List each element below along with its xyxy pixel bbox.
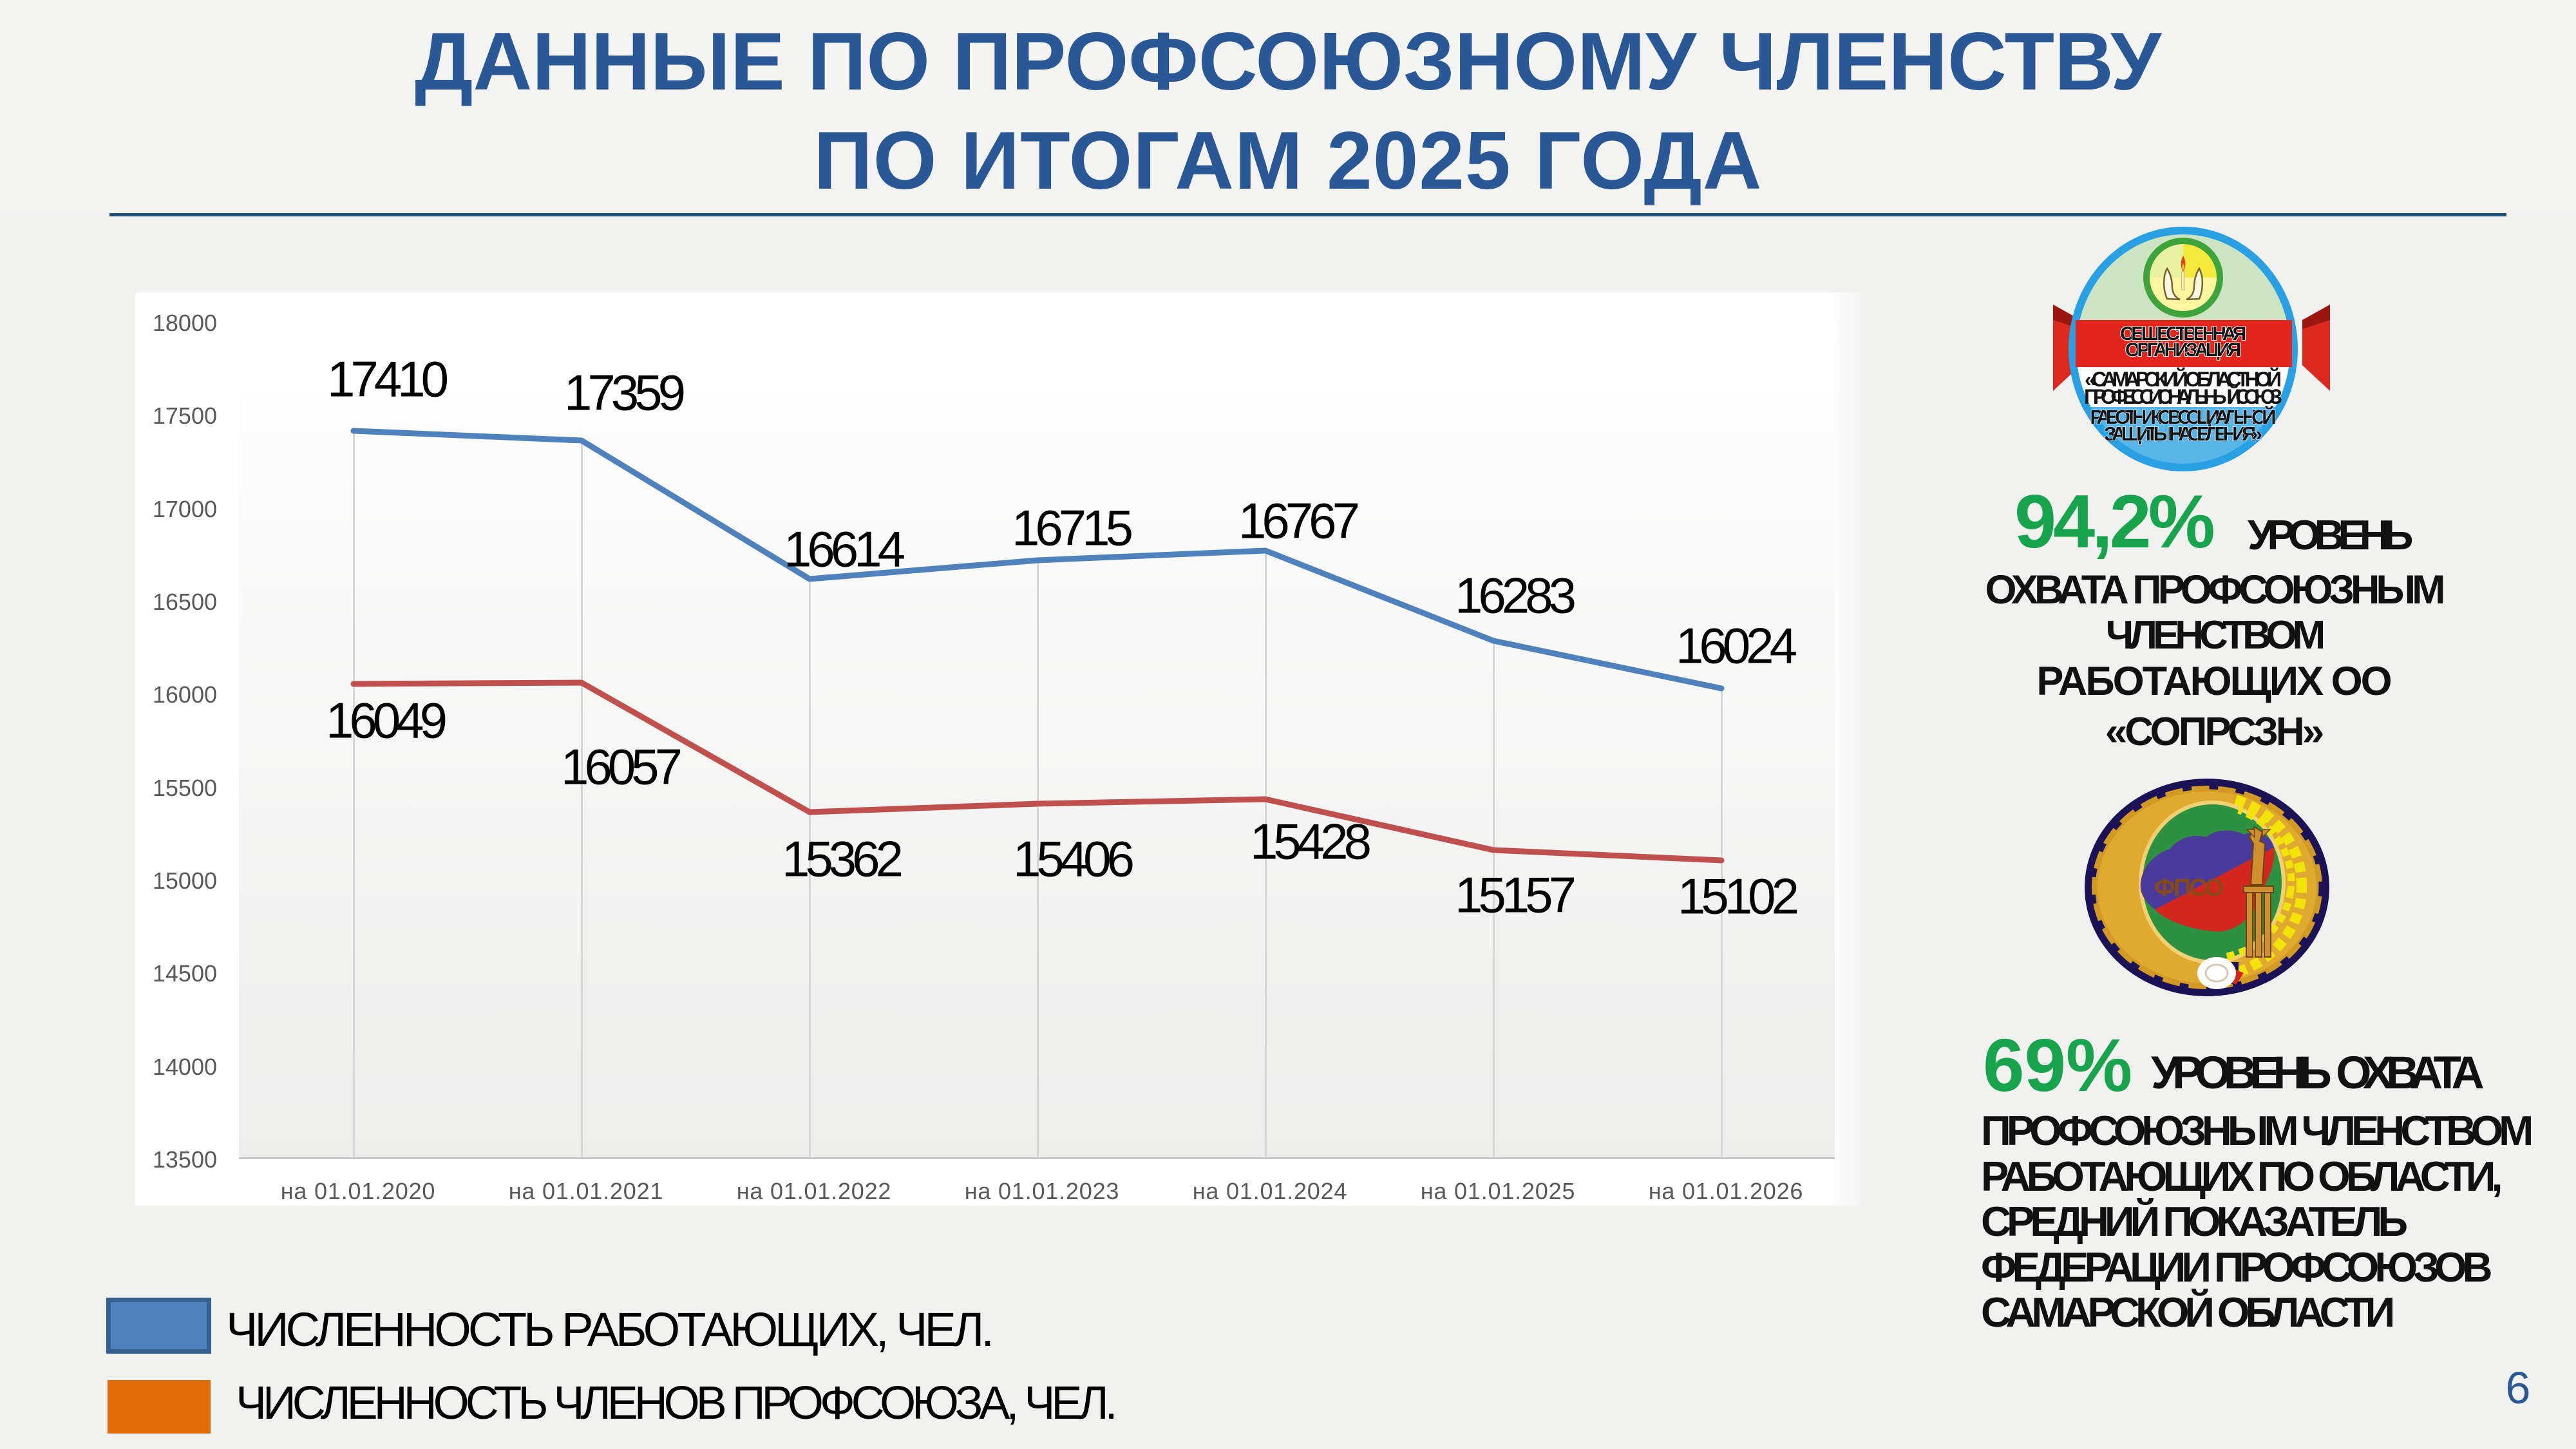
svg-text:ФПСО: ФПСО <box>2154 875 2224 902</box>
svg-text:ЗАЩИТЫ НАСЕЛЕНИЯ»: ЗАЩИТЫ НАСЕЛЕНИЯ» <box>2104 422 2262 445</box>
svg-text:«САМАРСКИЙ ОБЛАСТНОЙ: «САМАРСКИЙ ОБЛАСТНОЙ <box>2085 368 2282 391</box>
svg-text:РАБОТНИКОВ СОЦИАЛЬНОЙ: РАБОТНИКОВ СОЦИАЛЬНОЙ <box>2090 405 2277 428</box>
svg-text:ОБЩЕСТВЕННАЯ: ОБЩЕСТВЕННАЯ <box>2120 323 2246 345</box>
svg-text:ОРГАНИЗАЦИЯ: ОРГАНИЗАЦИЯ <box>2125 339 2241 361</box>
svg-text:ПРОФЕССИОНАЛЬНЫЙ СОЮЗ: ПРОФЕССИОНАЛЬНЫЙ СОЮЗ <box>2084 385 2282 408</box>
